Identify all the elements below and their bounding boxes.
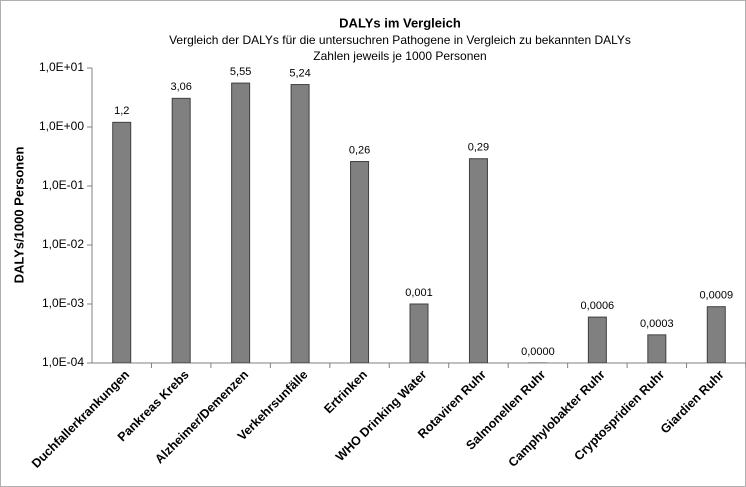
- value-label: 0,29: [468, 142, 489, 154]
- bar: [587, 316, 607, 363]
- value-label: 0,26: [349, 144, 370, 156]
- bar: [706, 306, 726, 363]
- bar: [290, 84, 310, 363]
- chart-title: DALYs im Vergleich: [339, 15, 461, 30]
- bar: [231, 82, 251, 363]
- bar: [409, 303, 429, 363]
- value-label: 5,24: [289, 67, 310, 79]
- y-tick-label: 1,0E-02: [42, 237, 84, 251]
- y-tick-label: 1,0E+00: [39, 119, 84, 133]
- y-tick-label: 1,0E-03: [42, 296, 84, 310]
- chart-subtitle: Zahlen jeweils je 1000 Personen: [313, 49, 486, 63]
- y-axis-label: DALYs/1000 Personen: [11, 147, 26, 284]
- value-label: 0,0009: [699, 290, 733, 302]
- bar: [112, 121, 132, 363]
- y-tick-label: 1,0E-04: [42, 355, 84, 369]
- y-tick-label: 1,0E+01: [39, 60, 84, 74]
- bar: [468, 158, 488, 363]
- bar: [350, 161, 370, 363]
- y-tick-label: 1,0E-01: [42, 178, 84, 192]
- value-label: 3,06: [170, 81, 191, 93]
- value-label: 0,0006: [581, 300, 615, 312]
- chart-subtitle: Vergleich der DALYs für die untersuchren…: [169, 33, 631, 47]
- value-label: 1,2: [114, 105, 129, 117]
- value-label: 0,0000: [521, 346, 555, 358]
- bar: [647, 334, 667, 363]
- value-label: 0,0003: [640, 318, 674, 330]
- value-label: 0,001: [405, 287, 433, 299]
- bar: [171, 97, 191, 363]
- value-label: 5,55: [230, 66, 251, 78]
